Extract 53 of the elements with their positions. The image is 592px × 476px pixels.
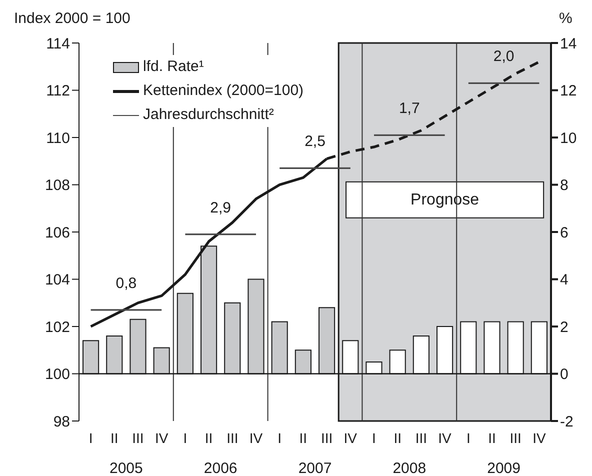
x-tick-label: II <box>204 430 213 446</box>
x-tick-label: III <box>415 430 428 446</box>
y-tick-label: 108 <box>44 177 70 194</box>
legend-label: lfd. Rate¹ <box>143 57 204 77</box>
x-tick-label: I <box>183 430 188 446</box>
y2-tick-label: 14 <box>560 35 577 52</box>
annotation: 2,5 <box>304 133 326 150</box>
text: 2008 <box>392 460 426 476</box>
y-tick-label: 114 <box>46 35 70 52</box>
y2-axis-title: % <box>559 10 572 27</box>
y2-tick-label: -2 <box>560 413 574 430</box>
y2-tick-label: 0 <box>560 366 568 384</box>
x-tick-label: I <box>88 430 93 446</box>
text: 2007 <box>298 460 332 476</box>
x-tick-label: I <box>466 430 470 446</box>
y-tick-label: 112 <box>46 82 70 100</box>
annotation: 0,8 <box>116 274 137 292</box>
annotation: 1,7 <box>398 100 420 118</box>
text: 2006 <box>204 460 238 476</box>
text: 2005 <box>110 460 143 476</box>
y-tick-label: 106 <box>44 224 70 242</box>
x-tick-label: III <box>226 430 238 446</box>
x-tick-label: III <box>132 430 144 446</box>
y-tick-label: 104 <box>44 272 70 289</box>
legend-label: Jahresdurchschnitt² <box>143 105 274 125</box>
y2-tick-label: 8 <box>560 177 568 194</box>
y2-tick-label: 6 <box>560 224 568 242</box>
x-tick-label: IV <box>249 430 264 446</box>
x-tick-label: I <box>278 430 282 446</box>
y-tick-label: 110 <box>46 130 70 147</box>
y2-tick-label: 2 <box>560 318 568 336</box>
y-tick-label: 98 <box>53 413 70 430</box>
y2-tick-label: 12 <box>560 82 577 100</box>
y2-tick-label: 4 <box>560 272 568 289</box>
annotation: 2,9 <box>210 199 232 216</box>
legend-label: Kettenindex (2000=100) <box>143 81 304 101</box>
annotation: 2,0 <box>493 48 514 66</box>
x-tick-label: IV <box>532 430 546 446</box>
x-tick-label: II <box>488 430 496 446</box>
x-tick-label: II <box>110 430 118 446</box>
x-tick-label: III <box>510 430 522 446</box>
y-tick-label: 100 <box>44 366 70 384</box>
y-axis-title: Index 2000 = 100 <box>14 10 130 27</box>
x-tick-label: I <box>372 430 376 446</box>
x-tick-label: II <box>394 430 402 446</box>
x-tick-label: IV <box>344 430 358 446</box>
y2-tick-label: 10 <box>560 130 577 147</box>
text: 2009 <box>487 460 520 476</box>
x-tick-label: IV <box>438 430 452 446</box>
x-tick-label: III <box>320 430 333 446</box>
y-tick-label: 102 <box>44 318 70 336</box>
x-tick-label: II <box>299 430 308 446</box>
x-tick-label: IV <box>154 430 169 446</box>
